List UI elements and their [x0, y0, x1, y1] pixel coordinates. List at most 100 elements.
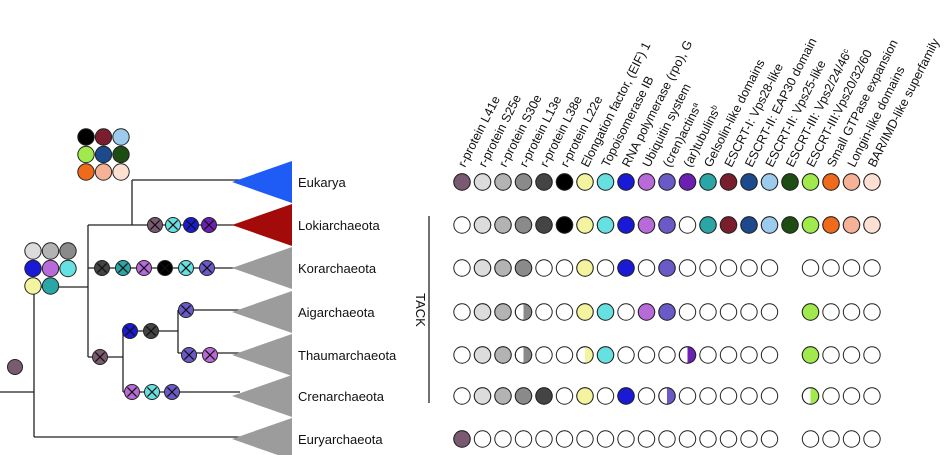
taxon-label-korarchaeota: Korarchaeota [298, 261, 377, 276]
euk-loki-gain-longin [94, 163, 113, 181]
matrix-cell [699, 173, 717, 191]
matrix-cell [740, 346, 758, 364]
matrix-cell [842, 346, 861, 364]
taxon-label-thaumarchaeota: Thaumarchaeota [298, 348, 397, 363]
matrix-cell [494, 430, 512, 448]
matrix-cell [576, 259, 594, 277]
matrix-cell [473, 216, 492, 234]
matrix-cell [781, 173, 799, 191]
ta-gain-rpoG [24, 259, 42, 278]
matrix-cell [535, 259, 553, 277]
matrix-cell [453, 303, 471, 321]
matrix-cell [576, 346, 594, 364]
loss-marker-actin [181, 347, 197, 363]
loss-marker-tub [201, 217, 217, 233]
loss-marker-topo [178, 260, 194, 276]
clade-triangle [232, 161, 292, 203]
matrix-cell [658, 430, 676, 448]
loss-marker-rL41e [92, 349, 108, 365]
matrix-cell [617, 173, 635, 191]
matrix-cell [719, 303, 738, 321]
matrix-cell [473, 173, 492, 191]
matrix-cell [822, 216, 840, 234]
matrix-cell [801, 173, 820, 191]
tack-bracket: TACK [413, 216, 430, 403]
matrix-cell [494, 216, 512, 234]
loss-marker-rL41e [147, 217, 163, 233]
matrix-cell [473, 346, 492, 364]
matrix-cell [453, 216, 471, 234]
matrix-cell [453, 259, 471, 277]
matrix-cell [699, 303, 717, 321]
matrix-cell [658, 216, 676, 234]
matrix-cell [617, 303, 635, 321]
matrix-cell [453, 430, 471, 448]
matrix-cell [719, 259, 738, 277]
tack-label: TACK [413, 293, 428, 327]
matrix-cell [822, 430, 840, 448]
matrix-cell [719, 387, 738, 405]
matrix-cell [576, 387, 594, 405]
matrix-cell [842, 387, 861, 405]
matrix-cell [555, 259, 574, 277]
matrix-cell [535, 346, 553, 364]
matrix-cell [863, 387, 881, 405]
loss-marker-actin [178, 302, 194, 318]
matrix-cell [514, 173, 533, 191]
matrix-cell [514, 387, 533, 405]
clade-triangle [232, 204, 292, 246]
matrix-cell [863, 173, 881, 191]
matrix-cell [863, 216, 881, 234]
matrix-cell [760, 216, 779, 234]
matrix-cell [842, 303, 861, 321]
matrix-cell [514, 303, 533, 321]
matrix-cell [514, 346, 533, 364]
loss-marker-ubq [202, 347, 218, 363]
matrix-cell [555, 346, 574, 364]
ta-gain-rS25e [24, 242, 42, 260]
matrix-cell [637, 346, 656, 364]
matrix-cell [740, 173, 758, 191]
ta-gain-gel [41, 277, 60, 295]
euk-loki-gain-escrt2b [112, 128, 130, 146]
ta-gain-rL13e [59, 242, 77, 260]
phylogenetic-tree [0, 179, 240, 438]
matrix-cell [678, 259, 697, 277]
matrix-cell [760, 430, 779, 448]
matrix-cell [658, 303, 676, 321]
matrix-cell [842, 430, 861, 448]
matrix-cell [453, 346, 471, 364]
matrix-cell [535, 173, 553, 191]
matrix-cell [842, 173, 861, 191]
matrix-cell [576, 173, 594, 191]
matrix-cell [473, 303, 492, 321]
loss-marker-topo [144, 384, 160, 400]
matrix-cell [555, 430, 574, 448]
ta-gain-ubq [41, 259, 60, 278]
matrix-cell [535, 430, 553, 448]
clade-triangle [232, 334, 292, 376]
matrix-cell [719, 430, 738, 448]
euk-loki-gain-escrt2a [94, 145, 113, 164]
ancestral-gain-clusters [24, 128, 130, 295]
matrix-cell [494, 387, 512, 405]
loss-marker-gel [115, 260, 131, 276]
matrix-cell [863, 303, 881, 321]
euk-loki-gain-escrt3b [77, 145, 95, 164]
matrix-cell [801, 387, 820, 405]
ta-gain-rS30e [41, 242, 60, 260]
loss-marker-rL38e [94, 260, 110, 276]
gain-marker-rL41e [7, 359, 23, 375]
matrix-cell [822, 259, 840, 277]
matrix-cell [740, 259, 758, 277]
matrix-cell [699, 259, 717, 277]
matrix-cell [514, 430, 533, 448]
matrix-cell [822, 303, 840, 321]
matrix-cell [678, 303, 697, 321]
taxon-label-euryarchaeota: Euryarchaeota [298, 432, 383, 447]
matrix-cell [801, 346, 820, 364]
matrix-cell [637, 216, 656, 234]
matrix-cell [719, 346, 738, 364]
matrix-cell [555, 216, 574, 234]
matrix-cell [617, 259, 635, 277]
